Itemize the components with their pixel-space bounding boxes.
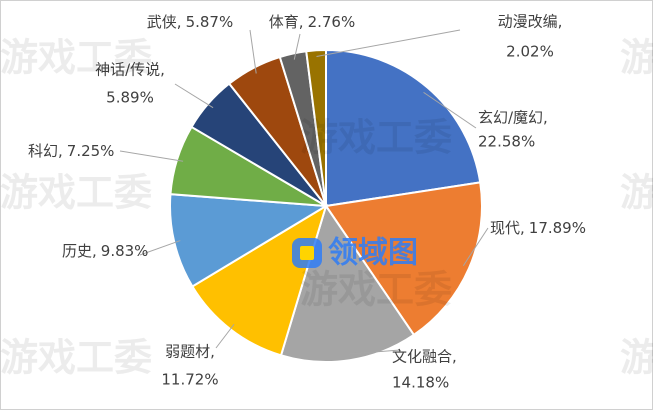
leader-line (139, 240, 181, 256)
data-label: 科幻, 7.25% (28, 142, 114, 160)
category-label: 神话/传说, (95, 61, 165, 79)
logo-icon-inner (300, 246, 314, 260)
value-label: 11.72% (161, 371, 218, 389)
category-label: 历史, (62, 242, 97, 260)
logo-text: 领域图 (328, 236, 418, 271)
watermark: 游戏工委 (620, 171, 653, 215)
category-label: 体育, (269, 13, 304, 31)
watermark: 游戏工委 (620, 36, 653, 80)
value-label: 17.89% (529, 219, 586, 237)
category-label: 动漫改编, (498, 13, 563, 31)
pie-slice (169, 193, 330, 288)
watermark: 游戏工委 (0, 336, 152, 380)
category-label: 武侠, (147, 13, 182, 31)
leader-line (316, 29, 461, 58)
value-label: 2.76% (308, 13, 356, 31)
pie-slice (279, 203, 416, 363)
leader-line (119, 150, 184, 162)
category-label: 玄幻/魔幻, (478, 109, 548, 127)
data-label: 体育, 2.76% (269, 13, 355, 31)
watermark: 游戏工委 (620, 336, 653, 380)
pie-slice (305, 48, 327, 207)
watermark: 游戏工委 (300, 268, 452, 312)
pie-slice (325, 48, 482, 208)
data-label: 武侠, 5.87% (147, 13, 233, 31)
watermark: 游戏工委 (300, 116, 452, 160)
pie-slice (324, 181, 483, 337)
category-label: 文化融合, (392, 348, 457, 366)
value-label: 14.18% (392, 374, 449, 392)
leader-line (215, 323, 235, 349)
leader-line (249, 29, 257, 74)
data-label: 现代, 17.89% (490, 219, 586, 237)
leader-line (293, 33, 301, 60)
leader-line (174, 83, 214, 109)
watermark: 游戏工委 (0, 36, 152, 80)
leader-line (462, 227, 489, 266)
category-label: 现代, (490, 219, 525, 237)
leader-line (348, 349, 401, 355)
leader-line (423, 91, 477, 129)
value-label: 2.02% (506, 43, 554, 61)
value-label: 7.25% (67, 142, 115, 160)
category-label: 科幻, (28, 142, 63, 160)
value-label: 5.87% (186, 13, 234, 31)
value-label: 5.89% (106, 89, 154, 107)
value-label: 9.83% (101, 242, 149, 260)
value-label: 22.58% (478, 133, 535, 151)
watermark: 游戏工委 (0, 171, 152, 215)
data-label: 历史, 9.83% (62, 242, 148, 260)
category-label: 弱题材, (165, 343, 215, 361)
